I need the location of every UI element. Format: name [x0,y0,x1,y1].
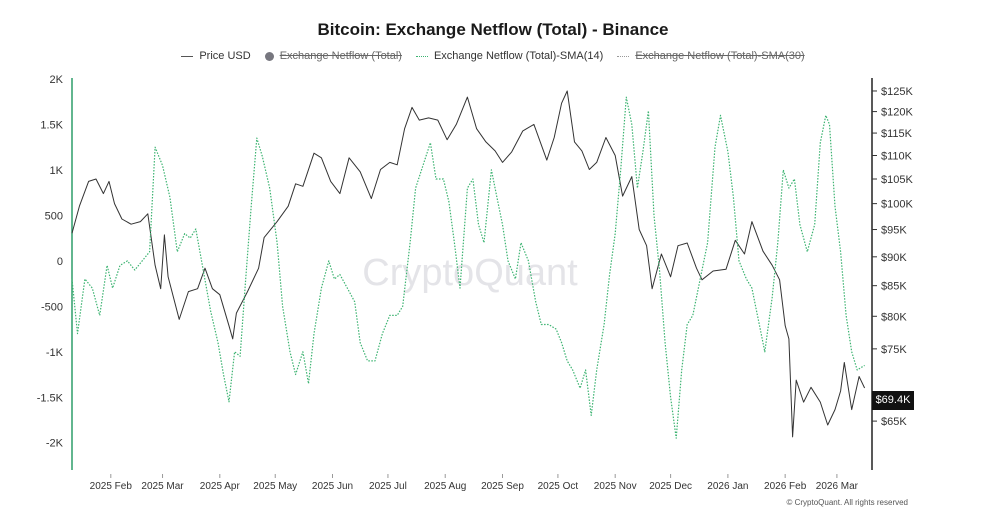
legend-label: Price USD [199,50,251,62]
left-axis-tick-label: -500 [41,301,63,313]
x-axis-tick-label: 2025 Jun [312,481,353,492]
right-axis-tick-label: $75K [881,344,907,356]
legend-line-marker [181,55,194,57]
watermark: CryptoQuant [362,252,578,294]
x-axis-tick-label: 2025 May [253,481,297,492]
legend-dotted-marker [617,55,630,57]
right-axis-tick-label: $115K [881,128,913,140]
x-axis-tick-label: 2026 Jan [707,481,748,492]
chart-title: Bitcoin: Exchange Netflow (Total) - Bina… [317,20,669,39]
x-axis-tick-label: 2025 Nov [594,481,637,492]
legend-item-price[interactable]: Price USD [181,50,251,62]
right-axis-tick-label: $85K [881,281,907,293]
right-axis-tick-label: $110K [881,151,913,163]
x-axis-tick-label: 2026 Feb [764,481,807,492]
chart-legend: Price USD Exchange Netflow (Total) Excha… [0,50,986,62]
copyright-text: © CryptoQuant. All rights reserved [786,498,909,507]
legend-dot-marker [264,51,274,61]
x-axis: 2025 Feb 2025 Mar 2025 Apr 2025 May 2025 Jun… [90,474,859,492]
legend-label: Exchange Netflow (Total) [279,50,402,62]
left-axis-tick-label: 2K [50,74,64,86]
legend-item-sma14[interactable]: Exchange Netflow (Total)-SMA(14) [415,50,604,62]
legend-label: Exchange Netflow (Total)-SMA(14) [433,50,604,62]
legend-item-netflow[interactable]: Exchange Netflow (Total) [264,50,402,62]
x-axis-tick-label: 2025 Sep [481,481,524,492]
left-axis-tick-label: 1K [50,165,64,177]
right-axis-tick-label: $125K [881,86,913,98]
series-sma14-line [71,96,865,439]
right-axis-tick-label: $95K [881,225,907,237]
right-axis: $125K $120K $115K $110K $105K $100K $95K $90K $8… [872,86,913,428]
x-axis-tick-label: 2025 Feb [90,481,133,492]
x-axis-tick-label: 2026 Mar [816,481,859,492]
left-axis-tick-label: -1.5K [37,392,64,404]
x-axis-tick-label: 2025 Aug [424,481,466,492]
right-axis-tick-label: $65K [881,416,907,428]
series-price-line [71,90,866,438]
legend-item-sma30[interactable]: Exchange Netflow (Total)-SMA(30) [617,50,805,62]
right-axis-tick-label: $100K [881,199,913,211]
left-axis-tick-label: -2K [46,438,64,450]
legend-dotted-marker [415,55,428,57]
right-axis-tick-label: $105K [881,174,913,186]
x-axis-tick-label: 2025 Jul [369,481,407,492]
x-axis-tick-label: 2025 Mar [141,481,184,492]
legend-label: Exchange Netflow (Total)-SMA(30) [635,50,805,62]
x-axis-tick-label: 2025 Apr [200,481,241,492]
left-axis-tick-label: 0 [57,256,63,268]
last-price-label: $69.4K [872,391,914,410]
left-axis-tick-label: -1K [46,347,64,359]
right-axis-tick-label: $80K [881,311,907,323]
x-axis-tick-label: 2025 Oct [538,481,579,492]
left-axis-tick-label: 1.5K [40,119,63,131]
left-axis: 2K 1.5K 1K 500 0 -500 -1K -1.5K -2K [37,74,64,450]
right-axis-tick-label: $120K [881,107,913,119]
series-layer [71,90,866,439]
right-axis-tick-label: $90K [881,252,907,264]
x-axis-tick-label: 2025 Dec [649,481,692,492]
left-axis-tick-label: 500 [45,210,63,222]
